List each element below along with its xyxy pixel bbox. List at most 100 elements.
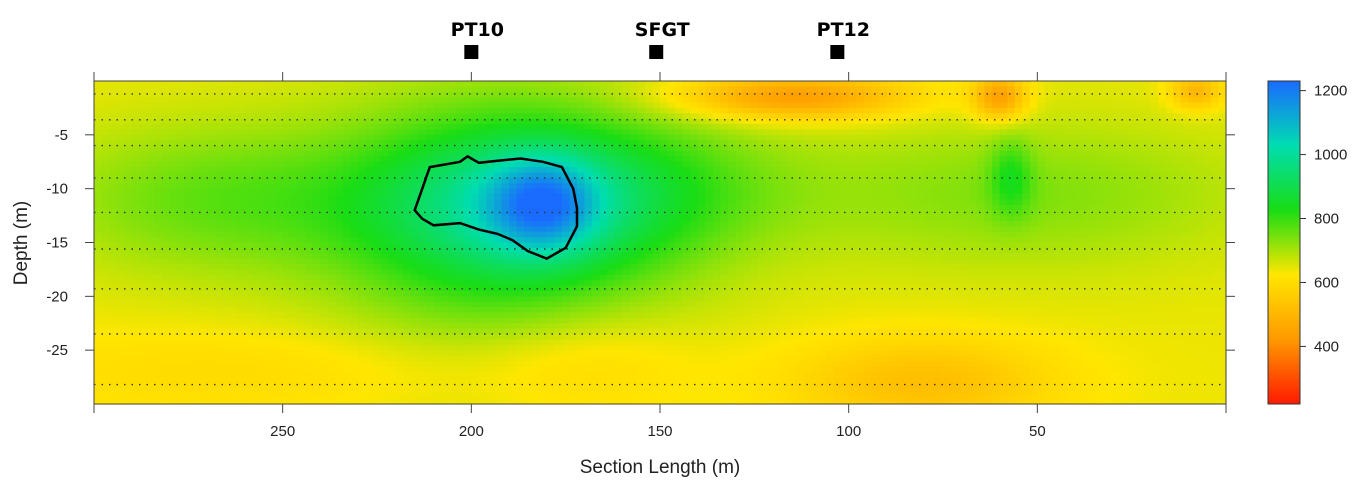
heatmap-cell	[290, 285, 299, 292]
heatmap-cell	[539, 312, 548, 319]
heatmap-cell	[380, 280, 389, 287]
heatmap-cell	[637, 145, 646, 152]
heatmap-cell	[290, 161, 299, 168]
heatmap-cell	[448, 377, 457, 384]
heatmap-cell	[244, 258, 254, 265]
heatmap-cell	[267, 258, 276, 265]
heatmap-cell	[426, 242, 435, 249]
heatmap-cell	[576, 124, 586, 131]
heatmap-cell	[712, 204, 721, 211]
heatmap-cell	[569, 145, 578, 152]
heatmap-cell	[607, 199, 616, 206]
heatmap-cell	[607, 360, 616, 367]
heatmap-cell	[697, 177, 706, 184]
heatmap-cell	[675, 366, 684, 373]
heatmap-cell	[660, 129, 669, 136]
heatmap-cell	[237, 129, 246, 136]
heatmap-cell	[614, 97, 623, 104]
heatmap-cell	[192, 328, 201, 335]
heatmap-cell	[131, 156, 140, 163]
heatmap-cell	[478, 161, 488, 168]
heatmap-cell	[214, 215, 223, 222]
heatmap-cell	[599, 274, 608, 281]
heatmap-cell	[297, 199, 306, 206]
heatmap-cell	[199, 328, 208, 335]
heatmap-cell	[403, 387, 412, 394]
heatmap-cell	[350, 307, 359, 314]
heatmap-cell	[682, 97, 691, 104]
heatmap-cell	[222, 145, 231, 152]
heatmap-cell	[252, 334, 261, 340]
heatmap-cell	[131, 231, 140, 238]
heatmap-cell	[365, 124, 374, 131]
heatmap-cell	[380, 253, 389, 260]
heatmap-cell	[282, 334, 291, 340]
heatmap-cell	[320, 253, 329, 260]
heatmap-cell	[199, 398, 208, 405]
heatmap-cell	[229, 107, 238, 114]
heatmap-cell	[184, 323, 193, 330]
heatmap-cell	[486, 220, 495, 227]
heatmap-cell	[531, 91, 540, 98]
heatmap-cell	[576, 258, 586, 265]
heatmap-cell	[154, 156, 163, 163]
heatmap-cell	[576, 247, 586, 254]
heatmap-cell	[260, 387, 269, 394]
heatmap-cell	[131, 344, 140, 351]
heatmap-cell	[395, 285, 405, 292]
heatmap-cell	[592, 393, 601, 400]
heatmap-cell	[690, 237, 699, 244]
heatmap-cell	[584, 301, 593, 308]
heatmap-cell	[712, 296, 721, 303]
heatmap-cell	[418, 274, 427, 281]
heatmap-cell	[644, 339, 654, 346]
heatmap-cell	[207, 226, 216, 233]
heatmap-cell	[244, 382, 254, 389]
heatmap-cell	[622, 307, 631, 314]
heatmap-cell	[380, 371, 389, 378]
heatmap-cell	[697, 274, 706, 281]
heatmap-cell	[524, 393, 533, 400]
heatmap-cell	[554, 264, 563, 271]
heatmap-cell	[244, 113, 254, 120]
heatmap-cell	[426, 301, 435, 308]
heatmap-cell	[599, 285, 608, 292]
heatmap-cell	[320, 183, 329, 190]
heatmap-cell	[350, 188, 359, 195]
heatmap-cell	[644, 97, 654, 104]
heatmap-cell	[139, 102, 148, 109]
heatmap-cell	[297, 215, 306, 222]
heatmap-cell	[388, 382, 397, 389]
heatmap-cell	[94, 210, 103, 217]
heatmap-cell	[599, 387, 608, 394]
heatmap-cell	[214, 194, 223, 201]
heatmap-cell	[312, 360, 321, 367]
heatmap-cell	[576, 107, 586, 114]
heatmap-cell	[373, 199, 382, 206]
heatmap-cell	[599, 215, 608, 222]
heatmap-cell	[192, 177, 201, 184]
heatmap-cell	[380, 339, 389, 346]
heatmap-cell	[576, 269, 586, 276]
heatmap-cell	[184, 307, 193, 314]
heatmap-cell	[697, 118, 706, 125]
heatmap-cell	[599, 113, 608, 120]
heatmap-cell	[388, 334, 397, 340]
heatmap-cell	[282, 215, 291, 222]
heatmap-cell	[154, 382, 163, 389]
heatmap-cell	[237, 161, 246, 168]
heatmap-cell	[667, 210, 676, 217]
heatmap-cell	[343, 339, 352, 346]
heatmap-cell	[327, 334, 337, 340]
heatmap-cell	[418, 377, 427, 384]
heatmap-cell	[584, 81, 593, 87]
heatmap-cell	[584, 129, 593, 136]
heatmap-cell	[244, 81, 254, 87]
heatmap-cell	[614, 323, 623, 330]
heatmap-cell	[131, 366, 140, 373]
heatmap-cell	[561, 269, 571, 276]
heatmap-cell	[524, 204, 533, 211]
heatmap-cell	[109, 387, 118, 394]
heatmap-cell	[418, 204, 427, 211]
heatmap-cell	[607, 140, 616, 147]
